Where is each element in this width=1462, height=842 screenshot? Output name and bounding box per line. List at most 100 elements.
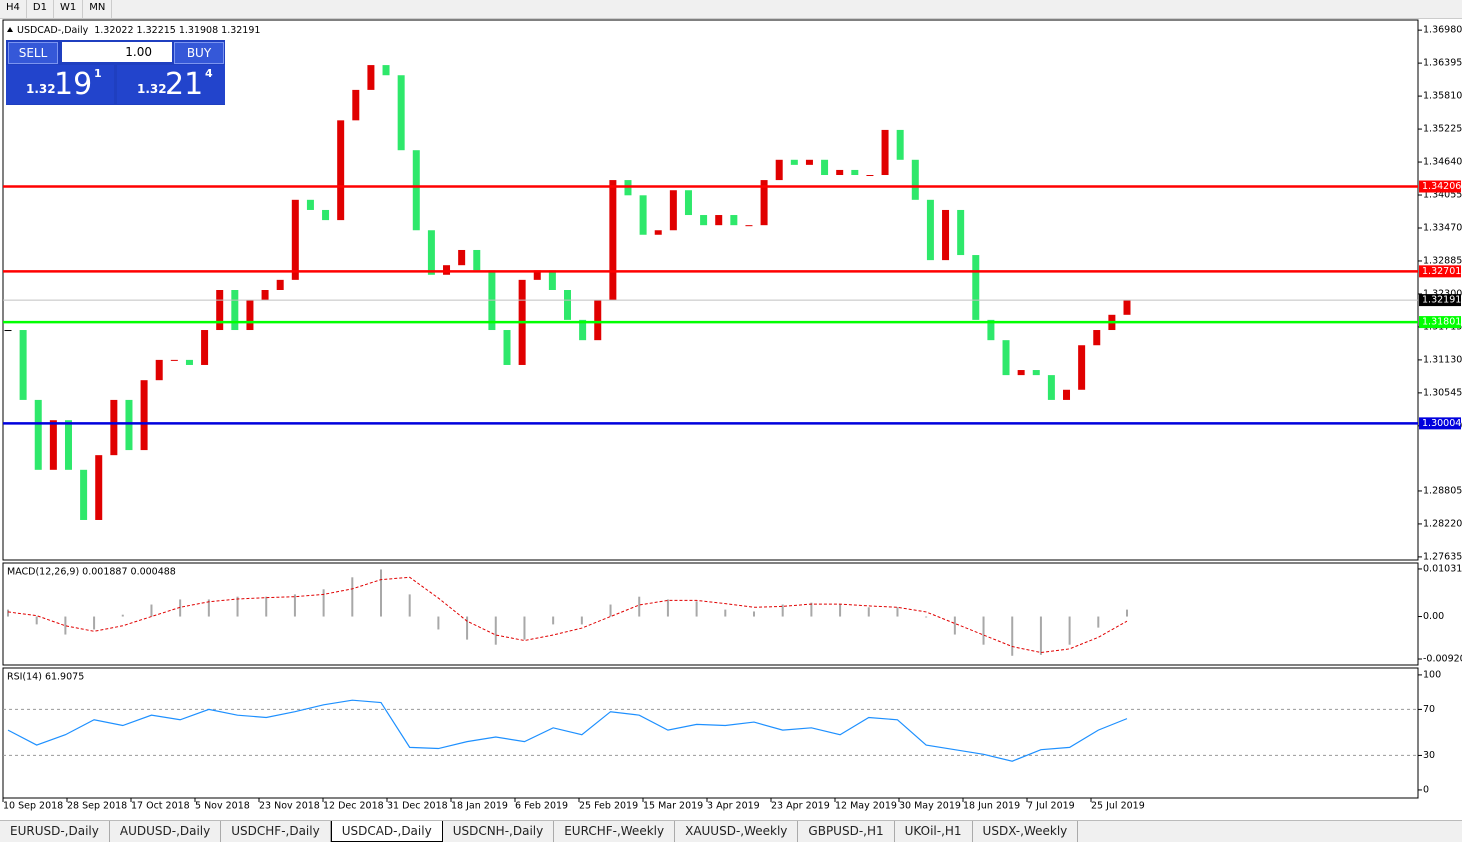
macd-bar (179, 599, 182, 617)
candle (1032, 370, 1040, 376)
macd-bar (753, 611, 755, 617)
chart-tab[interactable]: GBPUSD-,H1 (798, 821, 895, 842)
candle (49, 420, 57, 470)
price-pips: 21 (165, 67, 204, 102)
chart-tab[interactable]: XAUUSD-,Weekly (675, 821, 799, 842)
candle (609, 180, 617, 301)
x-tick-label: 3 Apr 2019 (707, 801, 760, 812)
candle (473, 249, 481, 271)
candle (110, 399, 118, 456)
macd-bar (437, 616, 440, 630)
y-tick-label: 1.35810 (1423, 91, 1462, 102)
candle (836, 169, 844, 176)
trade-panel: SELL 1.00 BUY 1.32 19 1 1.32 21 4 (6, 40, 225, 105)
candle (926, 199, 934, 261)
candle (942, 209, 950, 261)
macd-bar (953, 616, 956, 635)
y-tick-label: 0.010311 (1423, 563, 1462, 574)
candle (972, 255, 980, 320)
candle (276, 279, 284, 290)
candle (140, 380, 148, 451)
candle (730, 215, 738, 226)
macd-label: MACD(12,26,9) 0.001887 0.000488 (7, 567, 176, 578)
macd-bar (35, 616, 38, 625)
timeframe-button[interactable]: W1 (54, 0, 84, 18)
level-tag (1419, 265, 1461, 278)
candle (805, 159, 813, 165)
candle (397, 75, 405, 151)
lot-input[interactable]: 1.00 (62, 42, 172, 62)
timeframe-button[interactable]: MN (83, 0, 113, 18)
level-label: 1.34206 (1422, 181, 1461, 192)
candle (291, 199, 299, 280)
collapse-icon (7, 27, 13, 32)
x-tick-label: 15 Mar 2019 (643, 801, 703, 812)
symbol: USDCAD-,Daily (17, 25, 89, 36)
candle (790, 159, 798, 165)
macd-bar (839, 604, 842, 617)
macd-bar (695, 601, 698, 617)
sell-button[interactable]: SELL (8, 42, 58, 64)
sell-price[interactable]: 1.32 19 1 (6, 65, 114, 104)
buy-button[interactable]: BUY (174, 42, 224, 64)
chart-tab[interactable]: USDCNH-,Daily (443, 821, 555, 842)
price-pips: 19 (54, 67, 93, 102)
y-tick-label: 0.00 (1423, 611, 1444, 622)
y-tick-label: 70 (1423, 704, 1435, 715)
candle (231, 290, 239, 331)
candle (80, 469, 88, 520)
macd-bar (810, 602, 813, 617)
chart-tab[interactable]: EURCHF-,Weekly (554, 821, 676, 842)
buy-price[interactable]: 1.32 21 4 (117, 65, 225, 104)
candle (866, 175, 874, 177)
macd-bar (1068, 616, 1071, 645)
chart-tab[interactable]: USDCHF-,Daily (221, 821, 331, 842)
candle (125, 399, 133, 451)
candle (579, 319, 587, 341)
level-tag (1419, 417, 1461, 430)
candle (155, 359, 163, 381)
candle (443, 265, 451, 275)
chart-tabs: EURUSD-,Daily AUDUSD-,Daily USDCHF-,Daily U… (0, 820, 1462, 842)
chart-tab[interactable]: UKOil-,H1 (895, 821, 973, 842)
macd-bar (781, 604, 784, 617)
y-tick-label: 1.32885 (1423, 255, 1462, 266)
chart-tab[interactable]: AUDUSD-,Daily (110, 821, 222, 842)
macd-bar (7, 609, 9, 617)
timeframe-button[interactable]: D1 (27, 0, 54, 18)
macd-bar (552, 616, 555, 625)
x-tick-label: 17 Oct 2018 (131, 801, 190, 812)
y-tick-label: 1.31130 (1423, 354, 1462, 365)
chart-tab[interactable]: USDX-,Weekly (973, 821, 1079, 842)
y-tick-label: 1.28220 (1423, 518, 1462, 529)
macd-pane (2, 562, 1419, 666)
candle (1017, 370, 1025, 376)
candle (503, 330, 511, 365)
y-tick-label: 0 (1423, 784, 1429, 795)
y-tick-label: 1.30545 (1423, 387, 1462, 398)
macd-bar (867, 607, 870, 617)
chart-tab[interactable]: USDCAD-,Daily (330, 821, 443, 842)
level-tag (1419, 180, 1461, 193)
price-big: 1.32 (26, 82, 56, 96)
timeframe-button[interactable]: H4 (0, 0, 27, 18)
y-tick-label: 1.27635 (1423, 551, 1462, 562)
macd-bar (64, 616, 67, 635)
y-tick-label: 1.36395 (1423, 58, 1462, 69)
candle (548, 270, 556, 290)
y-tick-label: 1.32300 (1423, 288, 1462, 299)
x-tick-label: 12 Dec 2018 (323, 801, 384, 812)
macd-bar (408, 594, 411, 617)
candle (34, 399, 42, 470)
candle (382, 65, 390, 76)
main-pane (2, 19, 1419, 561)
price-frac: 4 (205, 67, 213, 80)
macd-bar (925, 616, 928, 618)
rsi-pane (2, 667, 1419, 799)
level-label: 1.30004 (1422, 418, 1461, 429)
candle (352, 89, 360, 121)
y-tick-label: 1.36980 (1423, 25, 1462, 36)
candle (821, 159, 829, 176)
chart-tab[interactable]: EURUSD-,Daily (0, 821, 110, 842)
